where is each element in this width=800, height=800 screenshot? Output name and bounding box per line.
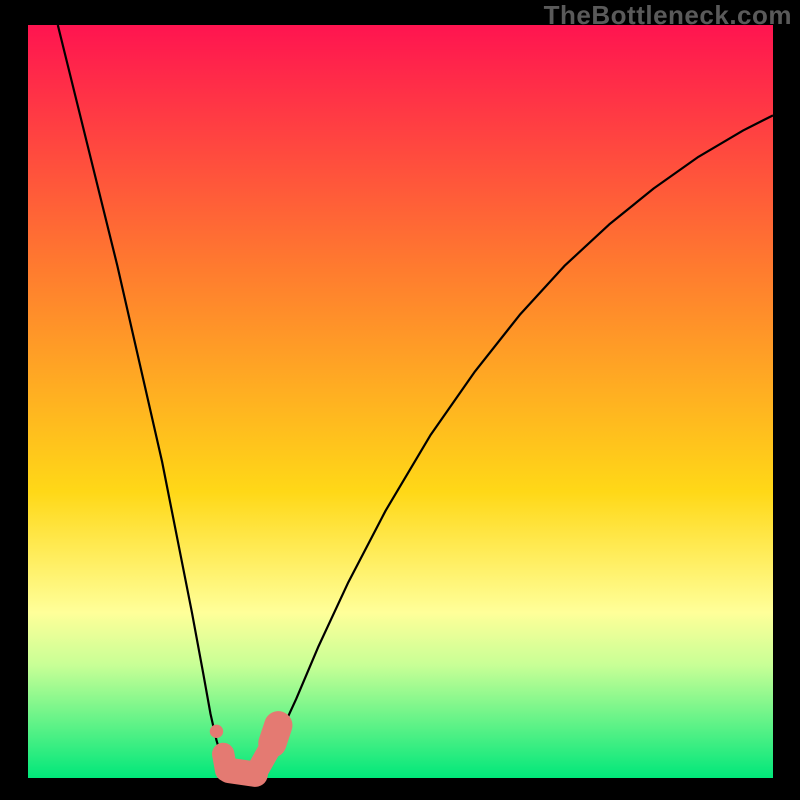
plot-background (28, 25, 773, 778)
bottleneck-chart-svg (0, 0, 800, 800)
chart-container: TheBottleneck.com (0, 0, 800, 800)
